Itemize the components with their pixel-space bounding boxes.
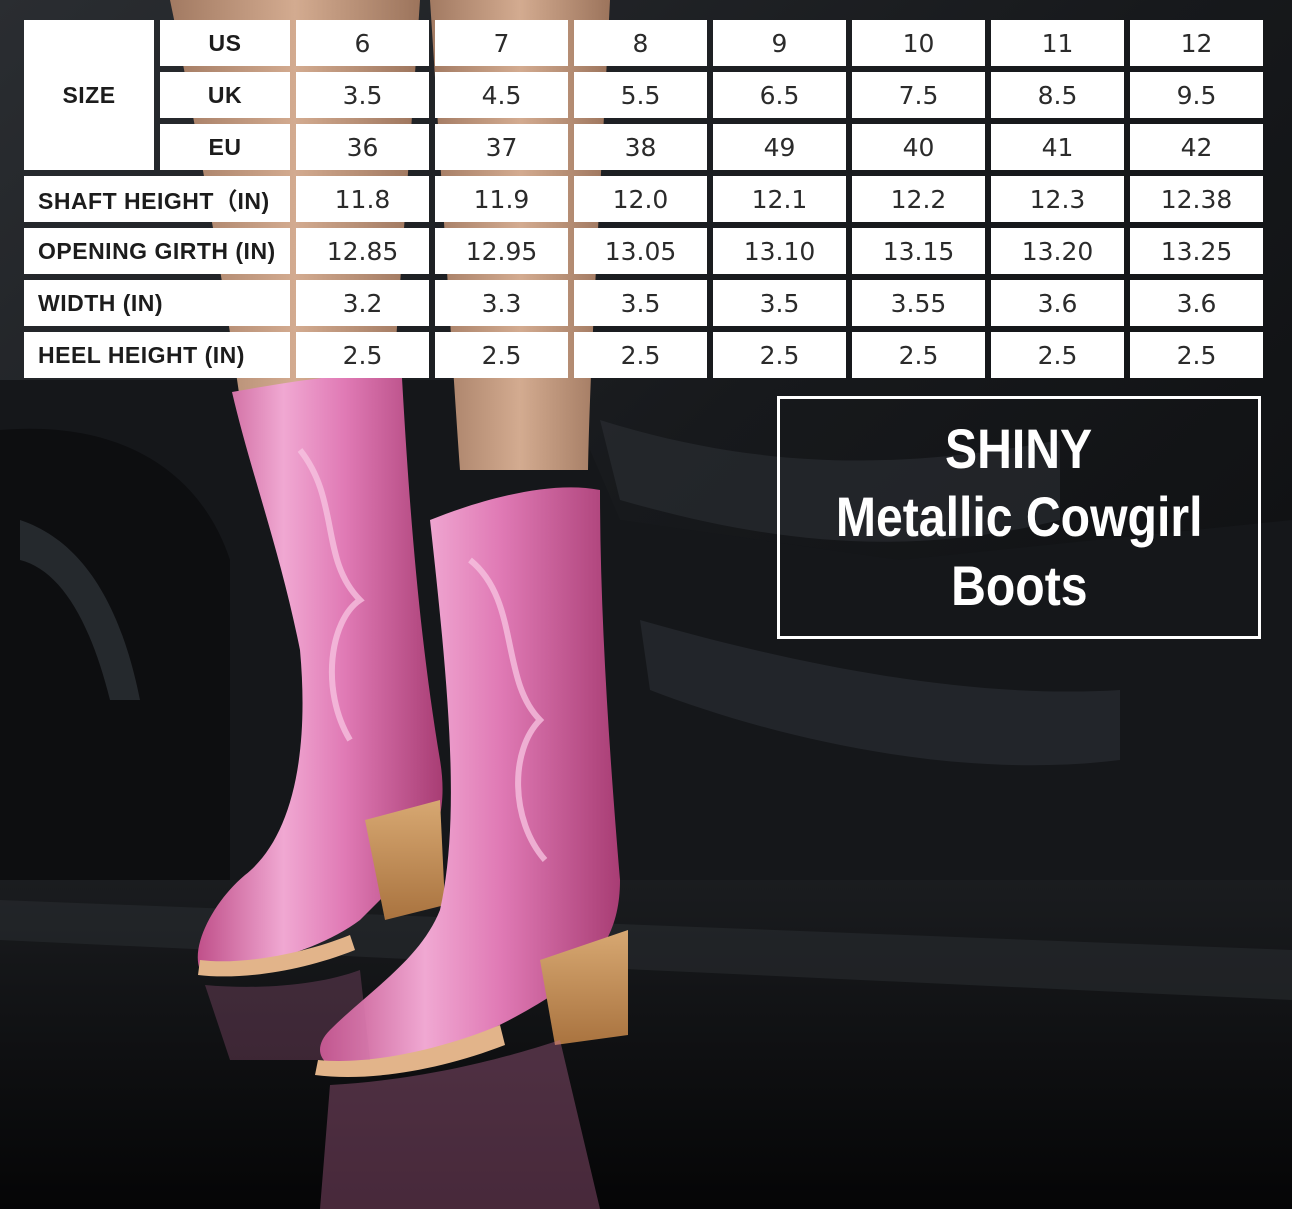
table-cell: 2.5: [435, 332, 568, 378]
table-cell: 3.6: [1130, 280, 1263, 326]
table-cell: 7: [435, 20, 568, 66]
measure-label: OPENING GIRTH (IN): [24, 228, 290, 274]
table-cell: 13.20: [991, 228, 1124, 274]
table-cell: 5.5: [574, 72, 707, 118]
table-cell: 38: [574, 124, 707, 170]
table-cell: 3.55: [852, 280, 985, 326]
table-cell: 10: [852, 20, 985, 66]
table-cell: 3.3: [435, 280, 568, 326]
table-cell: 36: [296, 124, 429, 170]
table-cell: 3.2: [296, 280, 429, 326]
measure-label: SHAFT HEIGHT（IN): [24, 176, 290, 222]
table-cell: 12.95: [435, 228, 568, 274]
table-cell: 12.38: [1130, 176, 1263, 222]
table-cell: 2.5: [1130, 332, 1263, 378]
table-cell: 12.1: [713, 176, 846, 222]
table-cell: 12.85: [296, 228, 429, 274]
table-cell: 2.5: [713, 332, 846, 378]
table-cell: 8.5: [991, 72, 1124, 118]
table-cell: 13.15: [852, 228, 985, 274]
table-cell: 12: [1130, 20, 1263, 66]
table-cell: 3.5: [574, 280, 707, 326]
table-cell: 6.5: [713, 72, 846, 118]
measure-label: WIDTH (IN): [24, 280, 290, 326]
table-cell: 6: [296, 20, 429, 66]
measure-row-width: WIDTH (IN) 3.2 3.3 3.5 3.5 3.55 3.6 3.6: [24, 280, 1263, 326]
size-label: SIZE: [24, 20, 154, 170]
table-cell: 11.9: [435, 176, 568, 222]
table-cell: 8: [574, 20, 707, 66]
table-cell: 2.5: [991, 332, 1124, 378]
measure-row-opening-girth: OPENING GIRTH (IN) 12.85 12.95 13.05 13.…: [24, 228, 1263, 274]
measure-row-shaft-height: SHAFT HEIGHT（IN) 11.8 11.9 12.0 12.1 12.…: [24, 176, 1263, 222]
table-cell: 2.5: [574, 332, 707, 378]
size-row-us: SIZE US 6 7 8 9 10 11 12: [24, 20, 1263, 170]
table-cell: 13.25: [1130, 228, 1263, 274]
table-cell: 4.5: [435, 72, 568, 118]
table-cell: 37: [435, 124, 568, 170]
table-cell: 12.0: [574, 176, 707, 222]
size-system-label: US: [160, 20, 290, 66]
table-cell: 13.10: [713, 228, 846, 274]
table-cell: 11: [991, 20, 1124, 66]
table-cell: 12.3: [991, 176, 1124, 222]
table-cell: 9: [713, 20, 846, 66]
size-row-eu: EU 36 37 38 49 40 41 42: [24, 124, 1263, 170]
title-line-boots: Boots: [950, 553, 1088, 617]
product-title-box: SHINY Metallic Cowgirl Boots: [777, 396, 1261, 639]
size-chart-table: SIZE US 6 7 8 9 10 11 12 UK 3.5 4.5 5.5 …: [18, 14, 1269, 384]
table-cell: 40: [852, 124, 985, 170]
table-cell: 9.5: [1130, 72, 1263, 118]
table-cell: 2.5: [852, 332, 985, 378]
table-cell: 3.5: [296, 72, 429, 118]
table-cell: 42: [1130, 124, 1263, 170]
table-cell: 12.2: [852, 176, 985, 222]
table-cell: 3.5: [713, 280, 846, 326]
table-cell: 41: [991, 124, 1124, 170]
measure-row-heel-height: HEEL HEIGHT (IN) 2.5 2.5 2.5 2.5 2.5 2.5…: [24, 332, 1263, 378]
size-system-label: EU: [160, 124, 290, 170]
table-cell: 49: [713, 124, 846, 170]
size-row-uk: UK 3.5 4.5 5.5 6.5 7.5 8.5 9.5: [24, 72, 1263, 118]
table-cell: 3.6: [991, 280, 1124, 326]
table-cell: 13.05: [574, 228, 707, 274]
table-cell: 7.5: [852, 72, 985, 118]
title-line-shiny: SHINY: [945, 417, 1093, 481]
table-cell: 2.5: [296, 332, 429, 378]
title-line-metallic-cowgirl: Metallic Cowgirl: [835, 485, 1203, 549]
table-cell: 11.8: [296, 176, 429, 222]
measure-label: HEEL HEIGHT (IN): [24, 332, 290, 378]
size-system-label: UK: [160, 72, 290, 118]
